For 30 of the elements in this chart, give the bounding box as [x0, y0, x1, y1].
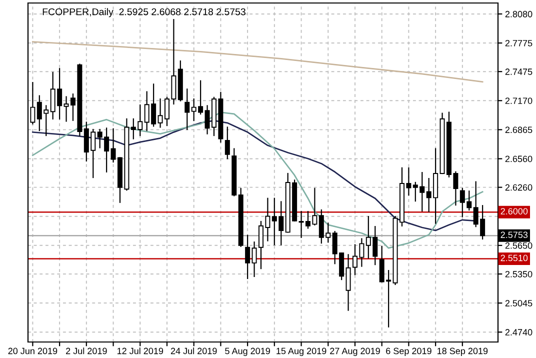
- candlestick: [224, 126, 230, 160]
- line-series: [32, 41, 484, 83]
- line-series: [32, 112, 484, 249]
- y-tick-label: 2.4740: [505, 329, 532, 336]
- y-tick-label: 2.5650: [505, 242, 532, 249]
- y-tick-label: 2.7775: [505, 40, 532, 46]
- x-tick-label: 24 Jul 2019: [170, 348, 217, 354]
- y-tick-label: 2.7170: [505, 98, 532, 104]
- candlestick: [184, 88, 190, 130]
- y-tick-label: 2.6865: [505, 126, 532, 134]
- x-tick-label: 2 Jul 2019: [66, 348, 107, 354]
- y-tick-label: 2.6260: [505, 184, 532, 191]
- x-tick-label: 20 Jun 2019: [8, 348, 58, 354]
- candlestick: [245, 234, 250, 280]
- y-tick-label: 2.6560: [505, 156, 532, 162]
- y-tick-label: 2.8080: [505, 10, 532, 18]
- ref-line-label: 2.6000: [500, 208, 528, 214]
- x-tick-label: 27 Aug 2019: [330, 348, 380, 356]
- ref-line-label: 2.5510: [500, 254, 528, 262]
- x-tick-label: 12 Jul 2019: [117, 348, 164, 354]
- x-tick-label: 6 Sep 2019: [386, 348, 432, 356]
- candlestick: [346, 254, 351, 311]
- y-tick-label: 2.5045: [505, 300, 532, 306]
- x-tick-label: 18 Sep 2019: [438, 348, 488, 356]
- x-tick-label: 15 Aug 2019: [276, 348, 326, 356]
- ref-line-label: 2.5753: [500, 232, 528, 238]
- y-tick-label: 2.5350: [505, 270, 532, 278]
- y-tick-label: 2.7475: [505, 68, 532, 75]
- chart-title: FCOPPER,Daily 2.5925 2.6068 2.5718 2.5753: [42, 8, 246, 18]
- x-tick-label: 5 Aug 2019: [225, 348, 270, 356]
